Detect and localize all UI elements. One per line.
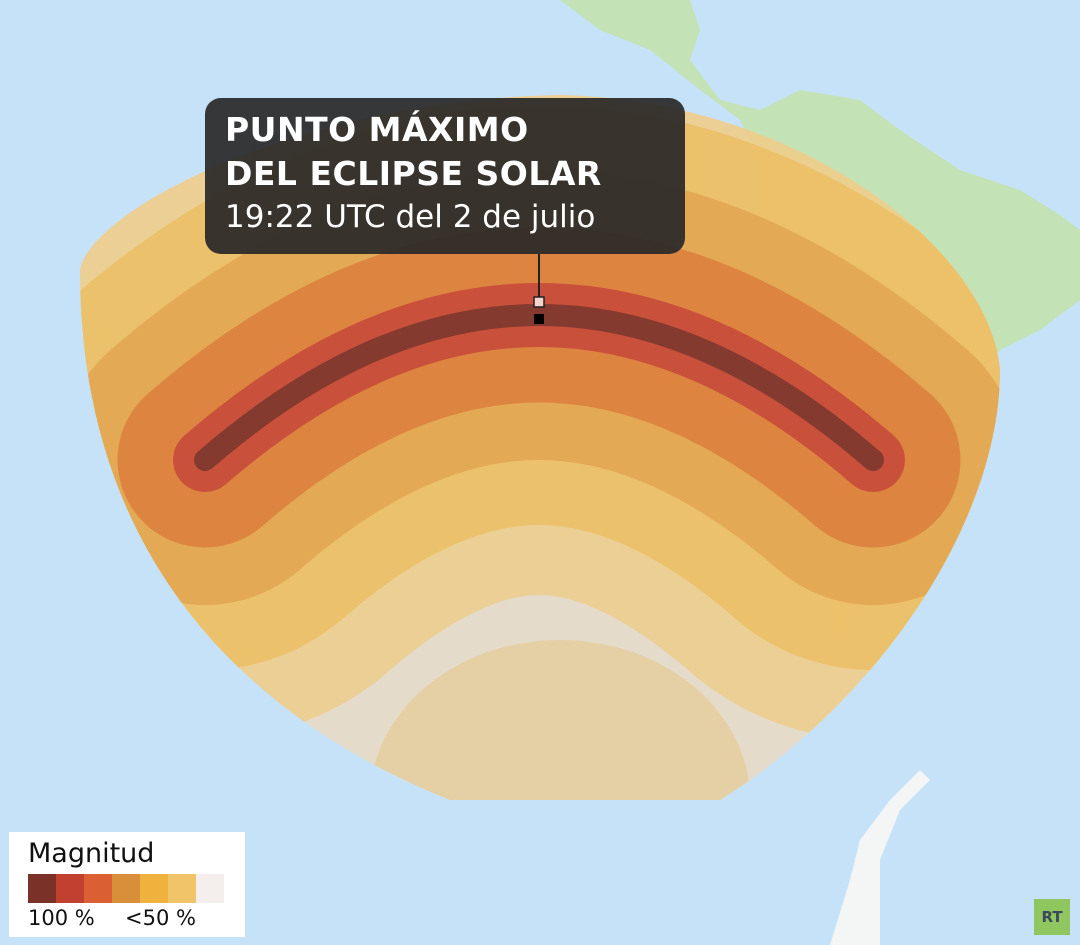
- legend-swatch-70: [112, 874, 140, 903]
- callout-title-line2: DEL ECLIPSE SOLAR: [225, 154, 602, 193]
- band-inner-light: [370, 640, 750, 800]
- legend-swatch-100: [28, 874, 56, 903]
- legend-label-min: <50 %: [125, 906, 196, 930]
- legend-label-max: 100 %: [28, 906, 95, 930]
- rt-logo: RT: [1034, 899, 1070, 935]
- legend-swatch-60: [140, 874, 168, 903]
- antarctic-peninsula-land: [830, 770, 930, 945]
- callout-subtitle: 19:22 UTC del 2 de julio: [225, 199, 596, 235]
- legend-swatch-90: [56, 874, 84, 903]
- greatest-eclipse-marker: [534, 314, 544, 324]
- legend-swatch-80: [84, 874, 112, 903]
- callout-title-line1: PUNTO MÁXIMO: [225, 110, 529, 149]
- max-eclipse-callout: PUNTO MÁXIMO DEL ECLIPSE SOLAR 19:22 UTC…: [205, 98, 685, 254]
- legend-swatch-below-50: [196, 874, 224, 903]
- magnitude-legend: Magnitud 100 % <50 %: [9, 832, 245, 937]
- max-point-marker: [533, 296, 545, 308]
- legend-title: Magnitud: [28, 838, 155, 869]
- legend-swatch-50: [168, 874, 196, 903]
